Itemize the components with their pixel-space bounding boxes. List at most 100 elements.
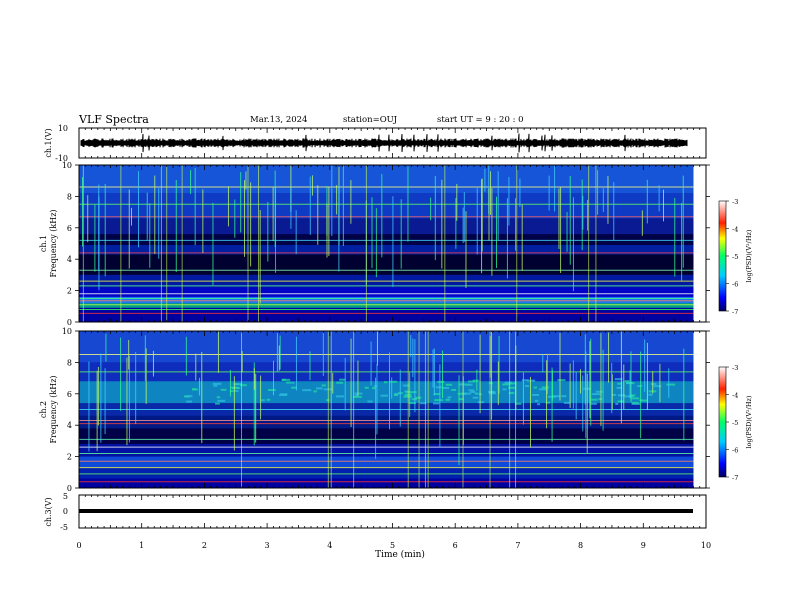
spectrogram-ylabel: ch.2 — [39, 401, 48, 418]
spec-noise — [651, 383, 657, 386]
spec-noise — [561, 395, 567, 398]
spec-noise — [339, 378, 346, 381]
spectrogram-ylabel: ch.1 — [39, 235, 48, 252]
ch3-waveform-trace — [79, 509, 693, 513]
spec-noise — [624, 395, 631, 398]
ch1-waveform-trace — [80, 133, 688, 153]
spec-noise — [545, 401, 551, 404]
ch1-y-tick-bottom: -10 — [55, 154, 68, 163]
ch1-y-tick-top: 10 — [58, 124, 68, 133]
colorbar-tick-label: -4 — [732, 392, 738, 400]
spec-noise — [615, 402, 619, 405]
spec-noise — [541, 386, 549, 389]
x-tick-label: 9 — [641, 541, 646, 550]
spec-noise — [468, 380, 476, 383]
spec-noise — [291, 386, 297, 389]
spec-band — [79, 234, 694, 246]
spec-noise — [472, 396, 479, 399]
spec-noise — [354, 394, 359, 397]
spec-noise — [474, 392, 479, 395]
spec-noise — [470, 390, 476, 393]
spec-noise — [380, 394, 389, 397]
spec-noise — [521, 379, 529, 382]
colorbar-label: log(PSD)(V²/Hz) — [745, 395, 753, 448]
y-tick-label: 4 — [67, 255, 72, 264]
spec-band — [79, 254, 694, 275]
spec-noise — [213, 384, 218, 387]
spec-noise — [411, 398, 418, 401]
spec-noise — [502, 383, 511, 386]
ch1-waveform-ylabel: ch.1(V) — [44, 128, 53, 157]
ch3-waveform-ylabel: ch.3(V) — [44, 497, 53, 526]
spec-band — [79, 307, 694, 322]
spec-noise — [451, 388, 457, 391]
spec-noise — [420, 402, 427, 405]
spec-noise — [192, 388, 196, 391]
spec-noise — [551, 395, 560, 398]
spec-noise — [462, 392, 472, 395]
spec-noise — [402, 384, 410, 387]
y-tick-label: 0 — [67, 484, 72, 493]
spec-noise — [459, 383, 466, 386]
x-tick-label: 10 — [701, 541, 711, 550]
spec-noise — [433, 402, 440, 405]
spec-noise — [326, 399, 330, 402]
spec-noise — [507, 386, 516, 389]
spec-band — [79, 303, 694, 308]
spec-band — [79, 467, 694, 479]
spec-noise — [557, 379, 566, 382]
spec-noise — [393, 394, 399, 397]
colorbar-tick-label: -3 — [732, 364, 738, 372]
spec-noise — [648, 393, 653, 396]
spec-noise — [653, 385, 662, 388]
spec-noise — [435, 386, 443, 389]
spec-noise — [291, 381, 295, 384]
spec-noise — [477, 401, 485, 404]
ch1-spectrogram — [79, 165, 694, 322]
x-tick-label: 8 — [578, 541, 583, 550]
figure-title: VLF Spectra — [79, 113, 149, 126]
y-tick-label: 4 — [67, 421, 72, 430]
spec-noise — [637, 385, 643, 388]
spec-noise — [524, 385, 530, 388]
spectrogram-ylabel: Frequency (kHz) — [49, 209, 58, 277]
spec-noise — [267, 388, 276, 391]
spec-noise — [617, 382, 622, 385]
x-tick-label: 7 — [515, 541, 520, 550]
spec-band — [79, 165, 694, 194]
y-tick-label: 0 — [67, 318, 72, 327]
spec-noise — [266, 398, 271, 401]
y-tick-label: 10 — [62, 161, 72, 170]
colorbar-tick-label: -6 — [732, 281, 738, 289]
y-tick-label: 2 — [67, 453, 72, 462]
spec-noise — [464, 383, 469, 386]
spec-noise — [394, 392, 399, 395]
colorbar — [718, 200, 727, 312]
spec-noise — [563, 401, 570, 404]
colorbar — [718, 366, 727, 478]
date-label: Mar.13, 2024 — [250, 115, 308, 125]
spec-noise — [666, 383, 676, 386]
spec-noise — [186, 400, 193, 403]
colorbar-tick-label: -3 — [732, 198, 738, 206]
spec-noise — [468, 389, 475, 392]
spec-noise — [510, 382, 517, 385]
colorbar-tick-label: -7 — [732, 308, 738, 316]
spec-noise — [260, 399, 265, 402]
colorbars-group: -3 -4 -5 -6 -7 log(PSD)(V²/Hz) -3 -4 -5 -6 -7 log(P… — [718, 198, 753, 482]
y-tick-label: 8 — [67, 192, 72, 201]
spec-noise — [631, 402, 641, 405]
x-tick-label: 6 — [453, 541, 458, 550]
spec-noise — [216, 396, 221, 399]
spec-noise — [239, 384, 247, 387]
spec-noise — [442, 387, 449, 390]
spec-band — [79, 287, 694, 297]
spec-noise — [537, 403, 541, 406]
x-tick-label: 2 — [202, 541, 207, 550]
spec-noise — [217, 399, 226, 402]
spec-noise — [286, 381, 291, 384]
spec-band — [79, 428, 694, 445]
spec-noise — [630, 397, 640, 400]
spec-noise — [407, 391, 417, 394]
spec-noise — [532, 393, 540, 396]
